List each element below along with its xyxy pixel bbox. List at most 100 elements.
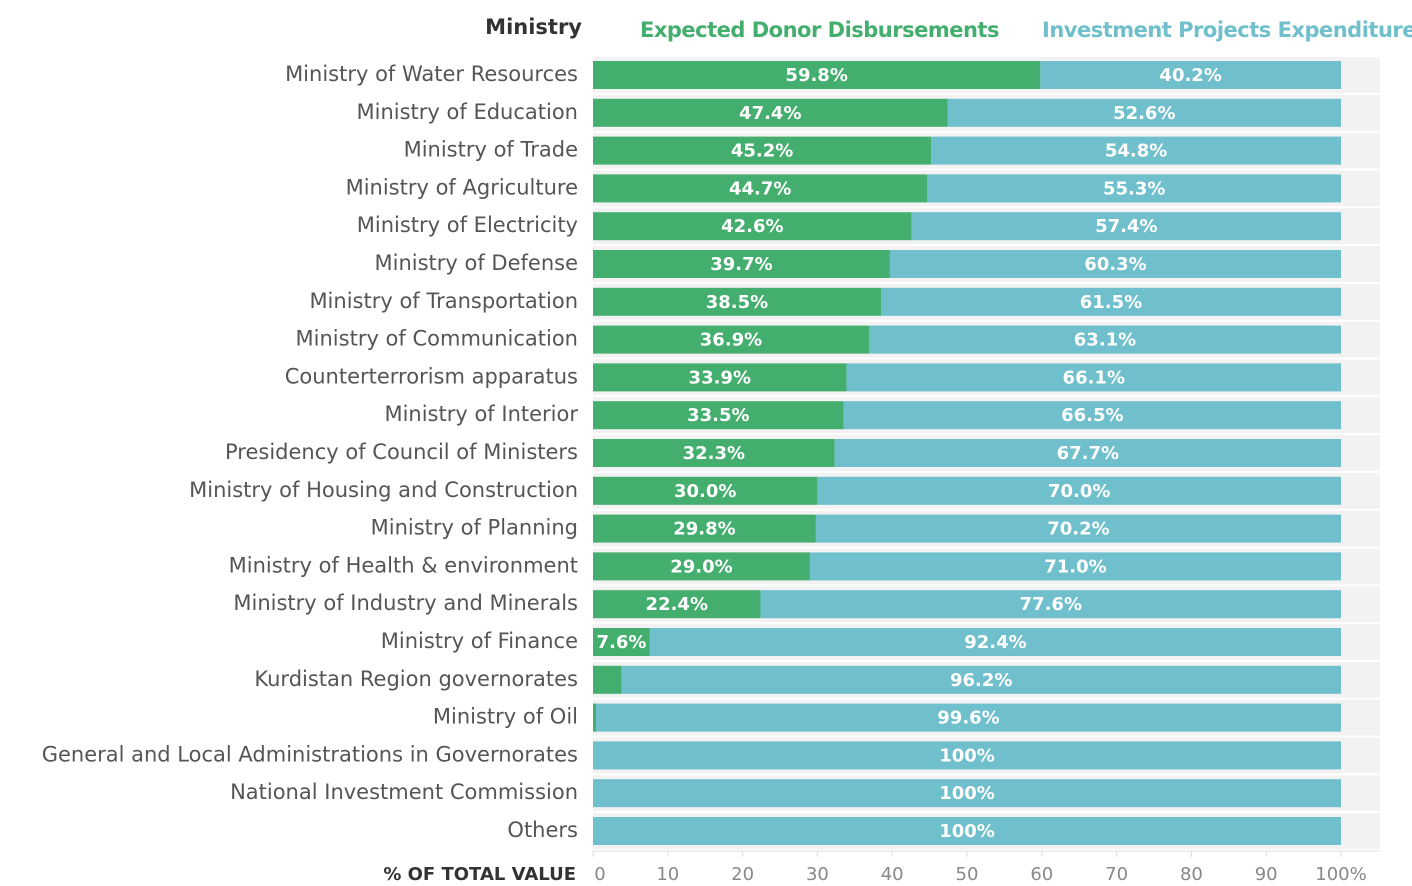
- value-label: 77.6%: [1020, 594, 1082, 615]
- bar-segment: [593, 741, 1341, 770]
- category-label: Counterterrorism apparatus: [285, 364, 578, 388]
- x-tick-label: 100%: [1315, 864, 1366, 885]
- bar-segment: [760, 590, 1341, 619]
- value-label: 66.1%: [1063, 367, 1125, 388]
- value-label: 29.0%: [670, 556, 732, 577]
- x-tick-label: 40: [881, 864, 904, 885]
- value-label: 99.6%: [937, 708, 999, 729]
- x-tick-label: 30: [806, 864, 829, 885]
- bar-segment: [593, 363, 847, 392]
- category-label: Kurdistan Region governorates: [254, 667, 578, 691]
- bar-segment: [593, 98, 948, 127]
- value-label: 29.8%: [673, 519, 735, 540]
- value-label: 52.6%: [1113, 103, 1175, 124]
- category-label: Ministry of Oil: [433, 705, 578, 729]
- legend-label: Investment Projects Expenditures: [1042, 18, 1412, 42]
- category-label: Ministry of Trade: [404, 138, 578, 162]
- value-label: 33.5%: [687, 405, 749, 426]
- bar-segment: [843, 401, 1341, 430]
- bar-segment: [947, 98, 1341, 127]
- category-label: Ministry of Agriculture: [346, 175, 578, 199]
- value-label: 61.5%: [1080, 292, 1142, 313]
- value-label: 63.1%: [1074, 330, 1136, 351]
- value-label: 47.4%: [739, 103, 801, 124]
- x-tick-label: 20: [731, 864, 754, 885]
- bar-segment: [593, 779, 1341, 808]
- category-label: Ministry of Education: [357, 100, 578, 124]
- x-tick-label: 80: [1180, 864, 1203, 885]
- bar-segment: [593, 514, 816, 543]
- category-label: Others: [507, 818, 578, 842]
- category-label: Ministry of Transportation: [309, 289, 578, 313]
- value-label: 42.6%: [721, 216, 783, 237]
- value-label: 100%: [939, 745, 995, 766]
- category-label: Ministry of Health & environment: [229, 553, 578, 577]
- bar-segment: [593, 552, 810, 581]
- bar-segment: [593, 212, 912, 241]
- value-label: 59.8%: [785, 65, 847, 86]
- bar-segment: [593, 665, 622, 694]
- bar-segment: [911, 212, 1341, 241]
- value-label: 7.6%: [596, 632, 646, 653]
- bar-segment: [593, 590, 761, 619]
- x-tick-label: 70: [1105, 864, 1128, 885]
- bar-segment: [593, 817, 1341, 845]
- value-label: 100%: [939, 783, 995, 804]
- bar-segment: [593, 250, 890, 278]
- category-label: Ministry of Water Resources: [285, 62, 578, 86]
- value-label: 32.3%: [683, 443, 745, 464]
- bar-segment: [649, 628, 1341, 656]
- category-label: Ministry of Industry and Minerals: [233, 591, 578, 615]
- bar-segment: [927, 174, 1341, 203]
- x-tick-label: 0: [594, 864, 605, 885]
- bar-segment: [593, 401, 844, 430]
- value-label: 70.0%: [1048, 481, 1110, 502]
- x-tick-label: 90: [1255, 864, 1278, 885]
- category-label: National Investment Commission: [230, 780, 578, 804]
- value-label: 45.2%: [731, 141, 793, 162]
- x-tick-label: 60: [1030, 864, 1053, 885]
- bar-segment: [593, 439, 835, 467]
- value-label: 60.3%: [1084, 254, 1146, 275]
- category-axis-title: Ministry: [485, 15, 582, 39]
- bar-segment: [593, 476, 818, 505]
- x-tick-label: 10: [656, 864, 679, 885]
- x-tick-label: 50: [956, 864, 979, 885]
- bar-segment: [1040, 61, 1341, 89]
- bar-segment: [593, 136, 932, 165]
- category-label: Presidency of Council of Ministers: [225, 440, 578, 464]
- bar-segment: [846, 363, 1341, 392]
- value-label: 70.2%: [1047, 519, 1109, 540]
- value-label: 71.0%: [1044, 556, 1106, 577]
- category-label: Ministry of Defense: [375, 251, 579, 275]
- bar-segment: [834, 439, 1341, 467]
- bar-segment: [595, 703, 1341, 732]
- value-label: 44.7%: [729, 178, 791, 199]
- bar-segment: [869, 325, 1341, 354]
- value-label: 67.7%: [1057, 443, 1119, 464]
- value-label: 57.4%: [1095, 216, 1157, 237]
- bar-segment: [880, 287, 1341, 316]
- category-label: Ministry of Housing and Construction: [189, 478, 578, 502]
- value-label: 30.0%: [674, 481, 736, 502]
- bar-segment: [931, 136, 1341, 165]
- value-label: 33.9%: [689, 367, 751, 388]
- x-axis-title: % OF TOTAL VALUE: [383, 864, 576, 885]
- bar-segment: [621, 665, 1341, 694]
- category-label: Ministry of Planning: [371, 516, 578, 540]
- value-label: 38.5%: [706, 292, 768, 313]
- category-label: General and Local Administrations in Gov…: [42, 742, 578, 766]
- bar-segment: [889, 250, 1341, 278]
- legend-label: Expected Donor Disbursements: [640, 18, 999, 42]
- value-label: 66.5%: [1061, 405, 1123, 426]
- category-label: Ministry of Finance: [381, 629, 578, 653]
- category-label: Ministry of Communication: [296, 327, 578, 351]
- bar-segment: [593, 628, 650, 656]
- value-label: 54.8%: [1105, 141, 1167, 162]
- value-label: 100%: [939, 821, 995, 842]
- category-label: Ministry of Electricity: [357, 213, 578, 237]
- category-label: Ministry of Interior: [384, 402, 578, 426]
- value-label: 40.2%: [1159, 65, 1221, 86]
- bar-segment: [815, 514, 1341, 543]
